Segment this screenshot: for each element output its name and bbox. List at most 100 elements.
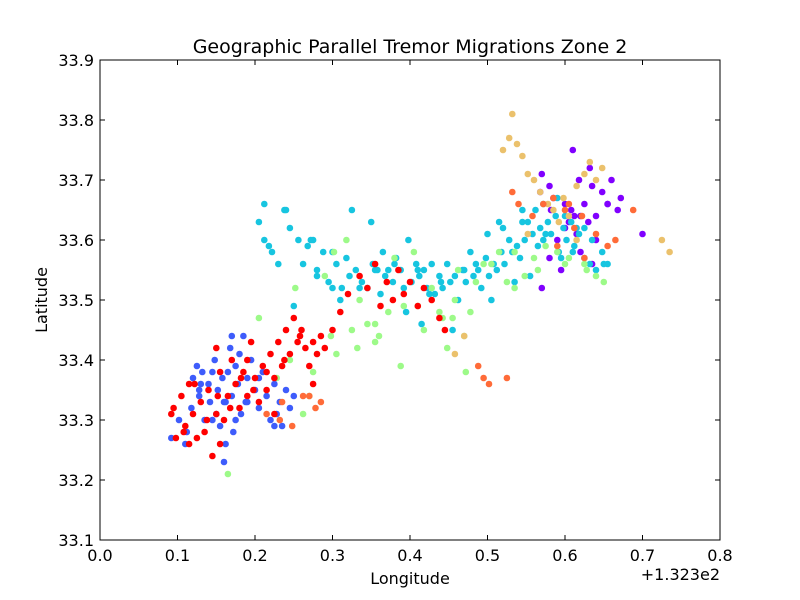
scatter-point-series-2 <box>325 278 332 286</box>
scatter-point-series-6 <box>329 326 336 334</box>
scatter-point-series-1 <box>193 362 201 370</box>
scatter-point-series-6 <box>302 344 309 352</box>
scatter-point-series-6 <box>436 314 443 322</box>
scatter-point-series-2 <box>371 266 379 274</box>
scatter-point-series-1 <box>222 440 229 448</box>
scatter-point-series-2 <box>542 230 549 238</box>
scatter-point-series-2 <box>569 248 577 256</box>
scatter-point-series-2 <box>356 284 363 292</box>
x-tick-label: 0.7 <box>630 546 655 565</box>
scatter-point-series-1 <box>244 374 251 382</box>
scatter-point-series-2 <box>420 266 428 274</box>
scatter-point-series-5 <box>263 410 270 418</box>
scatter-point-series-5 <box>278 398 286 406</box>
scatter-point-series-1 <box>255 404 263 412</box>
scatter-point-series-5 <box>565 200 573 208</box>
scatter-point-series-5 <box>550 194 557 202</box>
scatter-point-series-2 <box>313 266 321 274</box>
scatter-point-series-6 <box>240 368 247 376</box>
scatter-point-series-4 <box>544 200 552 208</box>
scatter-point-series-2 <box>447 278 454 286</box>
scatter-point-series-5 <box>299 392 307 400</box>
scatter-point-series-0 <box>608 176 615 184</box>
scatter-point-series-0 <box>546 254 553 262</box>
data-points <box>168 110 673 478</box>
scatter-point-series-2 <box>460 266 468 274</box>
scatter-point-series-6 <box>191 380 198 388</box>
scatter-point-series-6 <box>197 398 205 406</box>
scatter-point-series-6 <box>263 368 270 376</box>
scatter-point-series-6 <box>178 392 185 400</box>
scatter-point-series-6 <box>278 362 286 370</box>
scatter-point-series-4 <box>509 110 516 118</box>
scatter-point-series-0 <box>585 218 592 226</box>
x-tick-label: 0.4 <box>397 546 422 565</box>
scatter-point-series-2 <box>586 260 594 268</box>
scatter-point-series-6 <box>232 380 239 388</box>
scatter-point-series-3 <box>488 260 495 268</box>
scatter-point-series-2 <box>443 260 451 268</box>
scatter-point-series-5 <box>592 230 600 238</box>
scatter-point-series-6 <box>244 356 251 364</box>
scatter-point-series-2 <box>493 266 501 274</box>
scatter-point-series-3 <box>330 248 338 256</box>
scatter-point-series-2 <box>488 296 495 304</box>
scatter-point-series-6 <box>286 350 294 358</box>
scatter-point-series-3 <box>495 248 503 256</box>
scatter-point-series-1 <box>226 344 234 352</box>
scatter-point-series-1 <box>209 416 216 424</box>
scatter-point-series-1 <box>271 422 278 430</box>
scatter-point-series-2 <box>437 278 445 286</box>
scatter-point-series-2 <box>261 200 268 208</box>
scatter-point-series-1 <box>206 398 214 406</box>
scatter-point-series-3 <box>583 266 590 274</box>
scatter-point-series-6 <box>271 374 278 382</box>
scatter-point-series-3 <box>565 254 573 262</box>
scatter-point-series-4 <box>560 194 567 202</box>
x-axis-ticks: 0.0 0.1 0.2 0.3 0.4 0.5 0.6 0.7 0.8 <box>87 60 733 565</box>
scatter-point-series-6 <box>356 272 363 280</box>
scatter-point-series-2 <box>337 296 344 304</box>
scatter-point-series-2 <box>462 278 470 286</box>
scatter-point-series-4 <box>573 236 580 244</box>
scatter-point-series-5 <box>312 404 319 412</box>
y-axis-ticks: 33.1 33.2 33.3 33.4 33.5 33.6 33.7 33.8 33.9 <box>58 51 720 550</box>
scatter-point-series-6 <box>185 380 193 388</box>
scatter-point-series-3 <box>511 284 518 292</box>
scatter-point-series-2 <box>563 236 570 244</box>
scatter-point-series-1 <box>278 422 286 430</box>
scatter-point-series-6 <box>213 410 220 418</box>
scatter-point-series-6 <box>428 296 436 304</box>
scatter-point-series-1 <box>282 386 290 394</box>
scatter-point-series-6 <box>251 374 259 382</box>
scatter-point-series-2 <box>261 236 268 244</box>
scatter-point-series-6 <box>275 338 282 346</box>
scatter-point-series-6 <box>294 338 301 346</box>
scatter-point-series-3 <box>428 284 436 292</box>
scatter-point-series-3 <box>511 248 518 256</box>
scatter-point-series-1 <box>232 362 239 370</box>
scatter-point-series-3 <box>600 278 608 286</box>
scatter-point-series-6 <box>406 278 414 286</box>
scatter-point-series-1 <box>220 458 228 466</box>
scatter-point-series-2 <box>499 224 507 232</box>
scatter-point-series-2 <box>449 326 456 334</box>
y-tick-label: 33.1 <box>58 531 94 550</box>
y-tick-label: 33.6 <box>58 231 94 250</box>
scatter-point-series-0 <box>538 284 546 292</box>
scatter-point-series-2 <box>516 254 524 262</box>
scatter-point-series-1 <box>286 404 294 412</box>
scatter-point-series-3 <box>321 272 329 280</box>
scatter-point-series-4 <box>524 170 532 178</box>
scatter-point-series-2 <box>348 206 356 214</box>
scatter-point-series-3 <box>503 278 511 286</box>
y-axis-label: Latitude <box>32 267 51 333</box>
scatter-point-series-5 <box>480 374 487 382</box>
y-tick-label: 33.7 <box>58 171 94 190</box>
scatter-point-series-6 <box>377 302 384 310</box>
scatter-point-series-1 <box>290 392 298 400</box>
scatter-point-series-2 <box>299 260 307 268</box>
scatter-point-series-6 <box>263 386 270 394</box>
scatter-point-series-3 <box>255 314 263 322</box>
